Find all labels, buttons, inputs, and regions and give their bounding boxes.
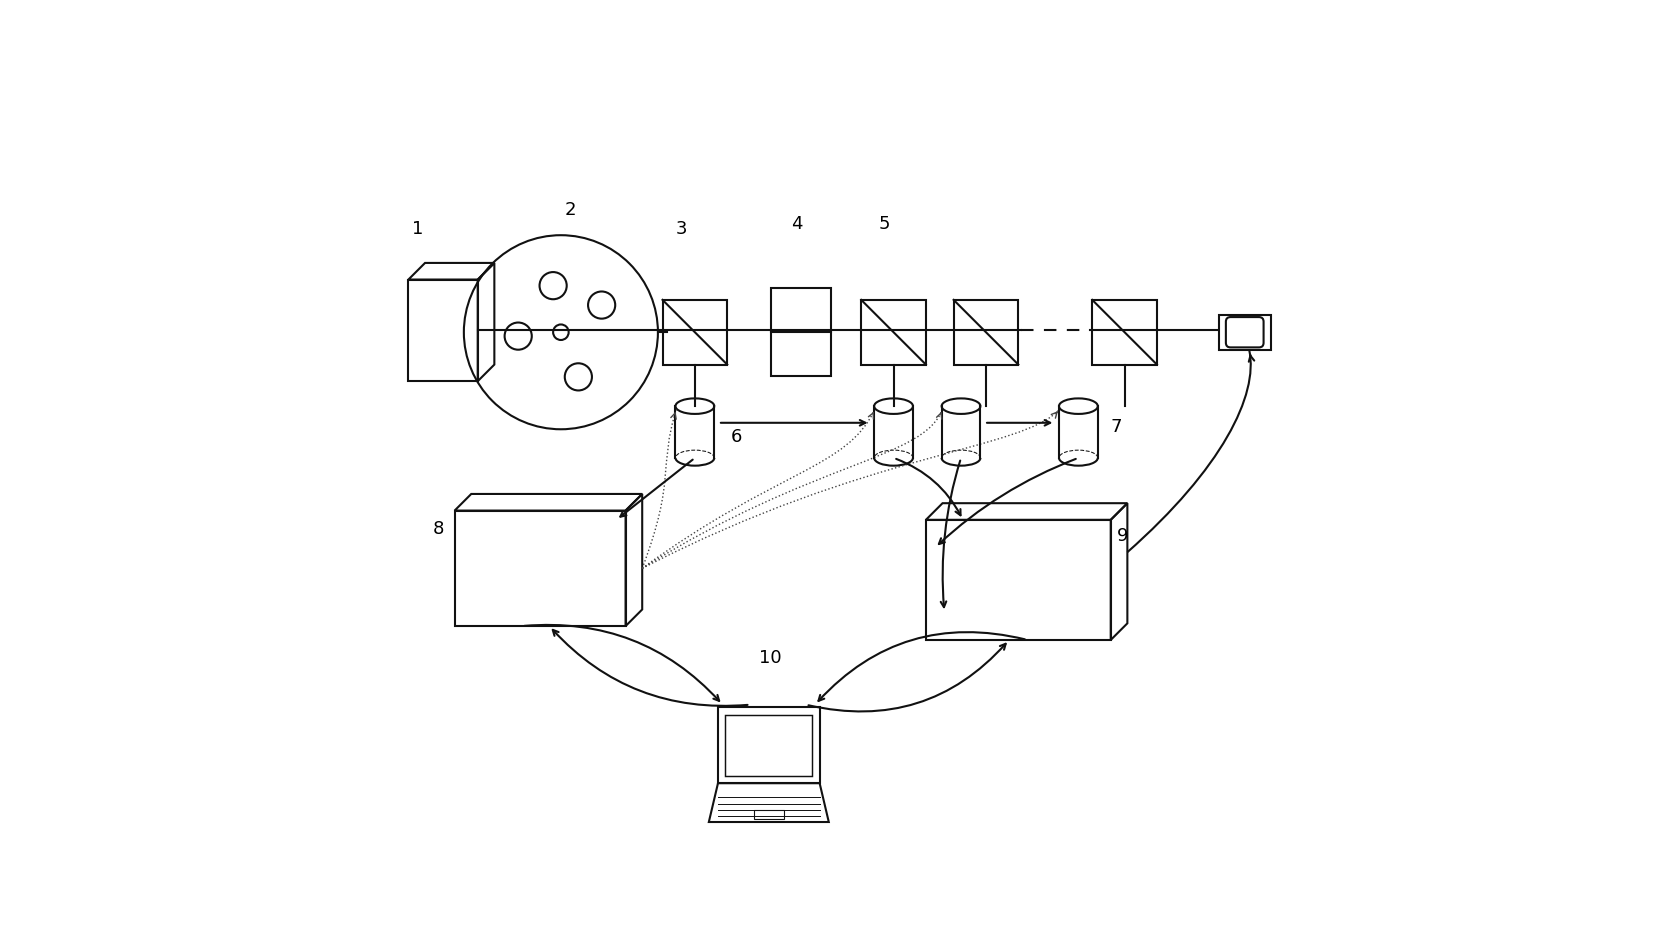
Text: 10: 10 [760,649,782,668]
Text: 7: 7 [1110,418,1122,436]
Text: 9: 9 [1117,526,1129,545]
Text: 1: 1 [412,219,423,237]
Text: 6: 6 [730,428,742,446]
Text: 8: 8 [432,520,443,538]
Text: 4: 4 [790,215,802,234]
Text: 5: 5 [879,215,890,234]
Text: 2: 2 [565,202,575,219]
Text: 3: 3 [675,219,687,237]
